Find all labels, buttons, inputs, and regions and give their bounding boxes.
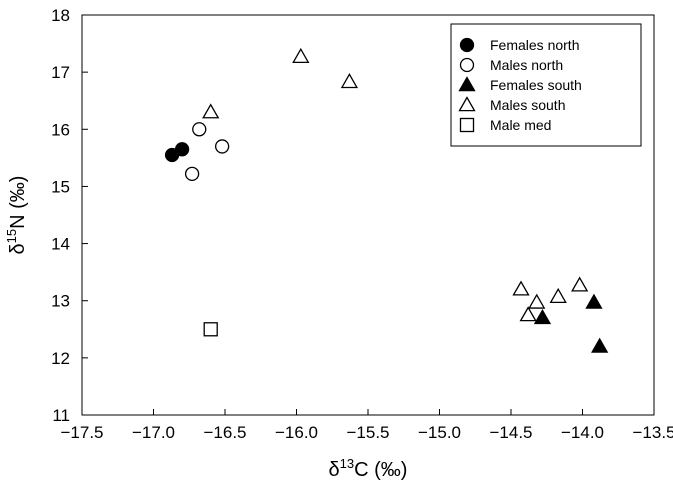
y-axis-ticks: 11 12 13 14 15 16 17 18	[51, 6, 88, 425]
point-males-north	[214, 139, 230, 154]
x-axis-title: δ13C (‰)	[329, 456, 408, 481]
y-tick-label: 15	[51, 177, 70, 196]
point-males-south	[292, 47, 310, 63]
point-males-south	[571, 276, 589, 292]
point-males-south	[549, 287, 567, 303]
y-tick-label: 11	[52, 406, 70, 425]
legend-marker-males-north	[459, 57, 475, 73]
legend-label-male-med: Male med	[490, 117, 551, 133]
y-tick-label: 12	[51, 349, 70, 368]
point-males-south	[512, 280, 530, 296]
legend-label-males-north: Males north	[490, 57, 563, 73]
y-tick-label: 17	[51, 63, 70, 82]
point-males-north	[184, 166, 200, 182]
x-tick-label: −16.0	[275, 423, 318, 442]
y-tick-label: 14	[51, 235, 70, 254]
x-tick-label: −14.0	[561, 423, 604, 442]
legend-marker-females-south	[458, 76, 476, 92]
x-tick-label: −15.0	[418, 423, 461, 442]
x-tick-label: −15.5	[346, 423, 389, 442]
legend-label-males-south: Males south	[490, 97, 565, 113]
point-males-north	[192, 122, 207, 137]
x-tick-label: −17.0	[132, 423, 175, 442]
point-females-south	[591, 337, 609, 353]
point-males-south	[202, 103, 220, 119]
point-females-south	[533, 309, 552, 325]
y-axis-title: δ15N (‰)	[4, 176, 29, 255]
legend-marker-males-south	[458, 96, 476, 112]
x-tick-label: −17.5	[60, 423, 103, 442]
legend-marker-male-med	[459, 117, 475, 133]
legend-label-females-north: Females north	[490, 37, 579, 53]
legend-marker-females-north	[459, 37, 475, 53]
legend: Females north Males north Females south Mal…	[450, 23, 642, 147]
point-male-med	[203, 322, 218, 337]
y-tick-label: 13	[51, 292, 70, 311]
x-axis-ticks: −17.5 −17.0 −16.5 −16.0 −15.5 −15.0 −14.5 −14.0…	[60, 409, 673, 442]
point-males-south	[519, 306, 537, 322]
point-females-south	[585, 293, 603, 309]
x-tick-label: −13.5	[632, 423, 673, 442]
data-points	[164, 47, 609, 353]
point-males-south	[340, 73, 359, 89]
legend-label-females-south: Females south	[490, 77, 582, 93]
y-tick-label: 18	[51, 6, 70, 25]
legend-box	[450, 23, 642, 147]
x-tick-label: −14.5	[489, 423, 532, 442]
y-tick-label: 16	[51, 120, 70, 139]
point-females-north	[174, 142, 190, 157]
x-tick-label: −16.5	[203, 423, 246, 442]
point-males-south	[528, 293, 546, 309]
